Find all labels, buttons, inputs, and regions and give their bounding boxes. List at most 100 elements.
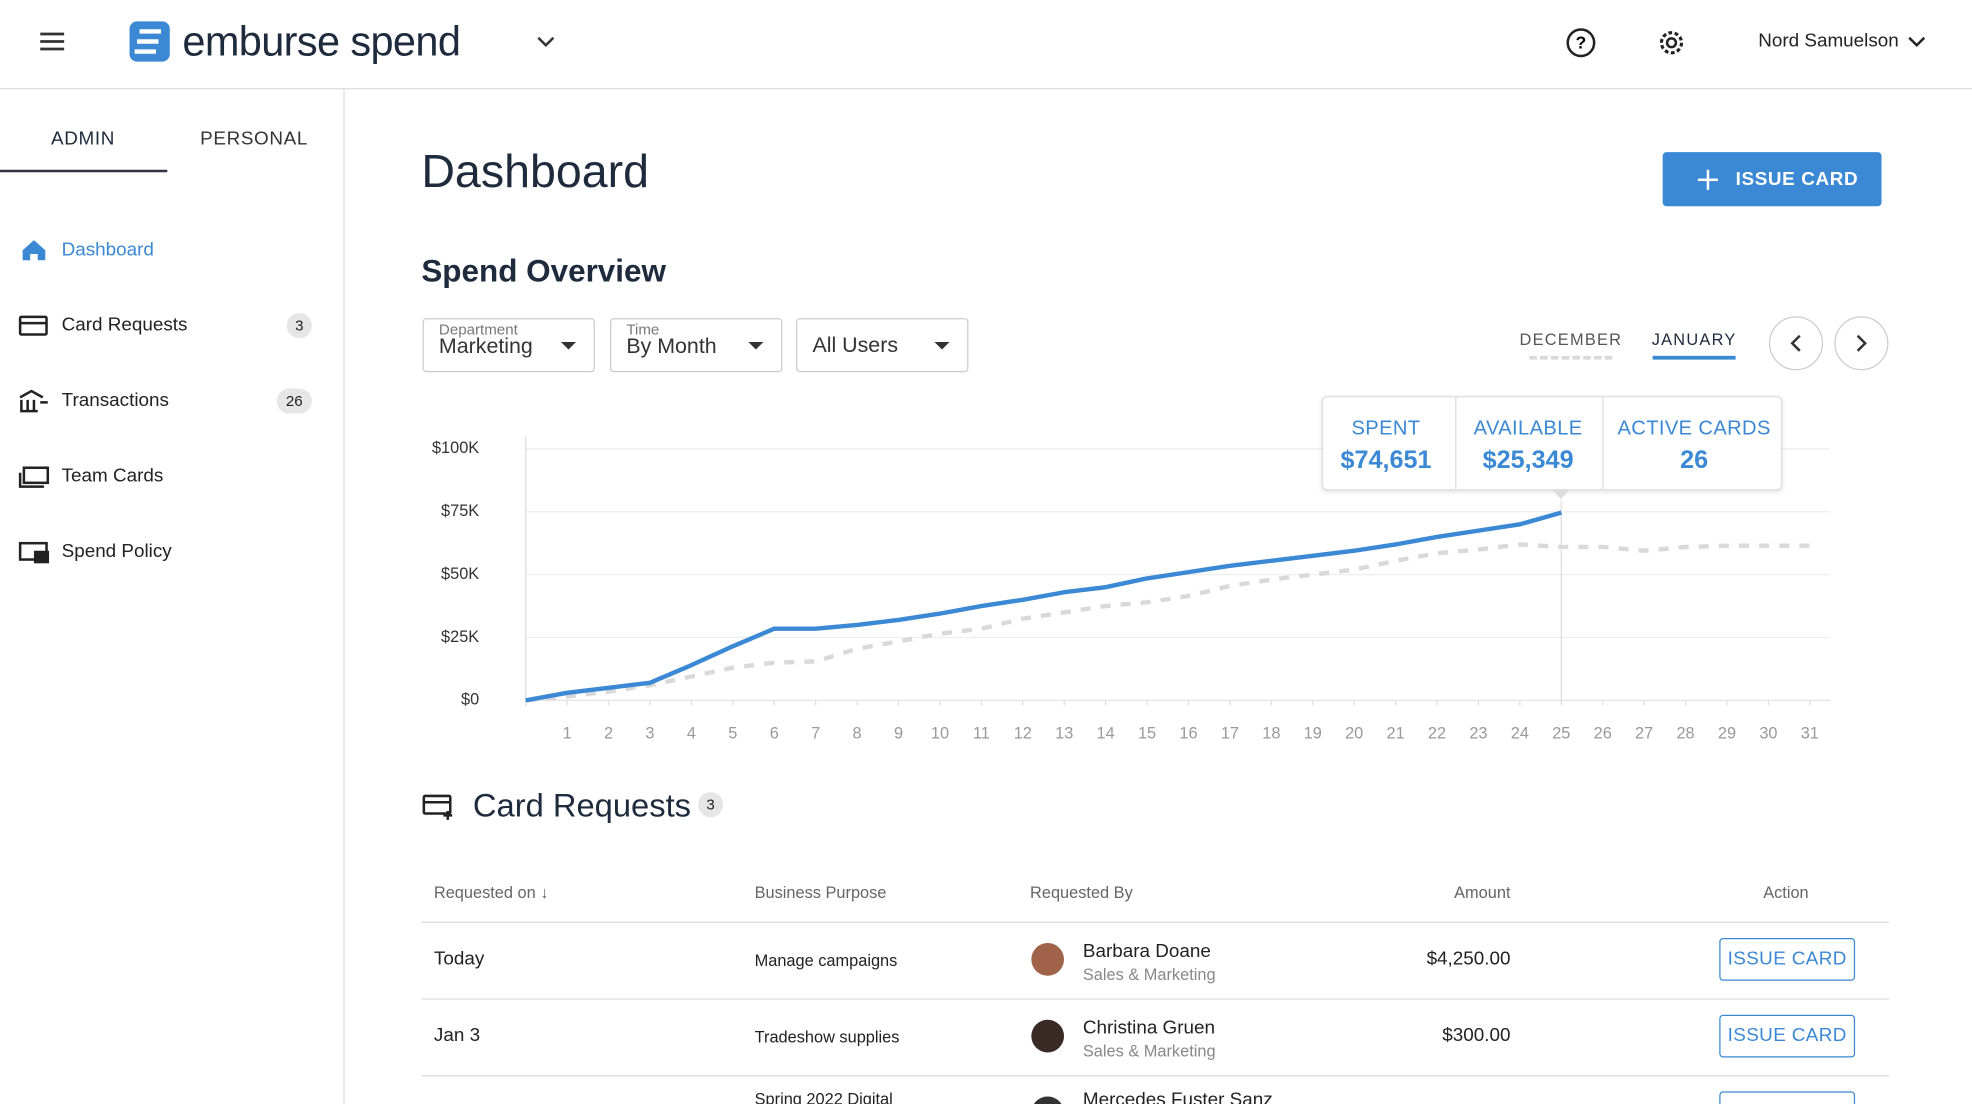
row-divider <box>421 1075 1890 1077</box>
badge-count: 3 <box>706 795 715 814</box>
requester-name: Christina Gruen <box>1082 1017 1215 1039</box>
y-tick-label: $0 <box>461 691 479 709</box>
brand-chevron[interactable] <box>537 36 555 48</box>
x-tick-label: 14 <box>1097 725 1115 743</box>
x-tick-label: 18 <box>1262 725 1280 743</box>
column-header: Business Purpose <box>754 882 887 902</box>
x-tick-label: 17 <box>1221 725 1239 743</box>
x-tick-label: 20 <box>1345 725 1363 743</box>
filter-select[interactable] <box>609 318 783 373</box>
dropdown-arrow <box>560 342 577 350</box>
x-tick-label: 24 <box>1511 725 1529 743</box>
menu-icon[interactable] <box>40 32 65 51</box>
x-tick-label: 5 <box>728 725 737 743</box>
column-header[interactable]: Requested on ↓ <box>433 882 549 902</box>
row-divider <box>421 998 1890 1000</box>
y-tick-label: $100K <box>432 439 479 457</box>
month-toggle[interactable]: JANUARY <box>1651 329 1737 349</box>
x-tick-label: 27 <box>1635 725 1653 743</box>
requester-name: Barbara Doane <box>1082 940 1211 962</box>
requester-department: Sales & Marketing <box>1082 964 1216 984</box>
column-header: Requested By <box>1030 882 1133 902</box>
dropdown-arrow <box>934 342 950 350</box>
y-tick-label: $75K <box>441 502 479 520</box>
filter-value: Marketing <box>438 334 533 359</box>
filter-value: By Month <box>626 334 717 359</box>
issue-card-row-button[interactable] <box>1719 938 1856 981</box>
filter-label: Department <box>438 320 518 339</box>
nav-item[interactable]: Transactions <box>61 389 169 412</box>
x-tick-label: 6 <box>770 725 779 743</box>
help-icon[interactable]: ? <box>1566 28 1596 58</box>
x-tick-label: 29 <box>1718 725 1736 743</box>
section-title: Card Requests <box>472 786 692 825</box>
nav-item[interactable]: Spend Policy <box>61 540 172 563</box>
nav-item[interactable]: Card Requests <box>61 314 188 336</box>
next-button[interactable] <box>1834 316 1889 371</box>
svg-text:?: ? <box>1576 33 1587 53</box>
issue-card-row-button[interactable] <box>1719 1014 1856 1058</box>
nav-icon <box>18 466 50 488</box>
x-tick-label: 30 <box>1759 725 1777 743</box>
business-purpose: Spring 2022 Digital <box>754 1089 893 1104</box>
badge-count: 26 <box>285 392 303 410</box>
tooltip-divider <box>1602 397 1604 490</box>
toggle-underline <box>1652 355 1736 360</box>
issue-card-row-button[interactable] <box>1719 1091 1856 1104</box>
x-tick-label: 1 <box>563 725 572 743</box>
section-title: Spend Overview <box>421 253 666 290</box>
prev-button[interactable] <box>1768 316 1824 371</box>
x-tick-label: 15 <box>1138 725 1156 743</box>
toggle-underline <box>1529 355 1613 360</box>
x-tick-label: 12 <box>1014 725 1032 743</box>
x-tick-label: 22 <box>1428 725 1446 743</box>
nav-icon <box>19 389 48 413</box>
avatar <box>1031 1096 1065 1104</box>
nav-item[interactable]: Dashboard <box>61 238 154 261</box>
issue-card-label: ISSUE CARD <box>1735 168 1859 190</box>
series-line <box>525 510 1562 703</box>
month-toggle[interactable]: DECEMBER <box>1519 329 1623 349</box>
column-header: Action <box>1763 882 1809 902</box>
top-bar <box>0 0 1972 90</box>
x-tick-label: 16 <box>1179 725 1197 743</box>
requester-department: Sales & Marketing <box>1082 1041 1216 1061</box>
tooltip <box>1321 396 1783 491</box>
badge <box>286 313 312 339</box>
tooltip-value: 26 <box>1680 446 1709 475</box>
request-date: Jan 3 <box>433 1024 481 1047</box>
x-tick-label: 9 <box>894 725 903 743</box>
request-date: Today <box>433 948 485 970</box>
badge-count: 3 <box>295 316 304 335</box>
tooltip-pointer <box>1552 489 1570 500</box>
business-purpose: Tradeshow supplies <box>754 1027 900 1047</box>
settings-icon[interactable] <box>1659 31 1684 55</box>
filter-select[interactable] <box>796 318 969 373</box>
pager <box>1768 316 1889 371</box>
y-tick-label: $50K <box>441 565 479 583</box>
issue-card-row-label: ISSUE CARD <box>1728 1101 1847 1104</box>
nav-icon <box>22 240 46 261</box>
tab[interactable]: ADMIN <box>51 128 115 150</box>
user-chevron[interactable] <box>1908 36 1926 48</box>
user-name[interactable]: Nord Samuelson <box>1758 30 1899 52</box>
avatar <box>1031 943 1065 976</box>
tooltip-divider <box>1455 397 1457 490</box>
next-arrow <box>1856 334 1867 352</box>
x-tick-label: 11 <box>973 725 990 743</box>
amount: $4,250.00 <box>1426 948 1511 970</box>
tab[interactable]: PERSONAL <box>200 128 308 150</box>
x-tick-label: 26 <box>1594 725 1612 743</box>
x-tick-label: 8 <box>853 725 862 743</box>
filter-value: All Users <box>812 332 899 357</box>
issue-card-row-label: ISSUE CARD <box>1727 1024 1847 1047</box>
row-divider <box>421 921 1890 923</box>
x-tick-label: 10 <box>931 725 949 743</box>
x-tick-label: 7 <box>811 725 820 743</box>
filter-select[interactable] <box>422 318 595 373</box>
tooltip-label: AVAILABLE <box>1473 417 1583 440</box>
nav-item[interactable]: Team Cards <box>61 465 164 487</box>
